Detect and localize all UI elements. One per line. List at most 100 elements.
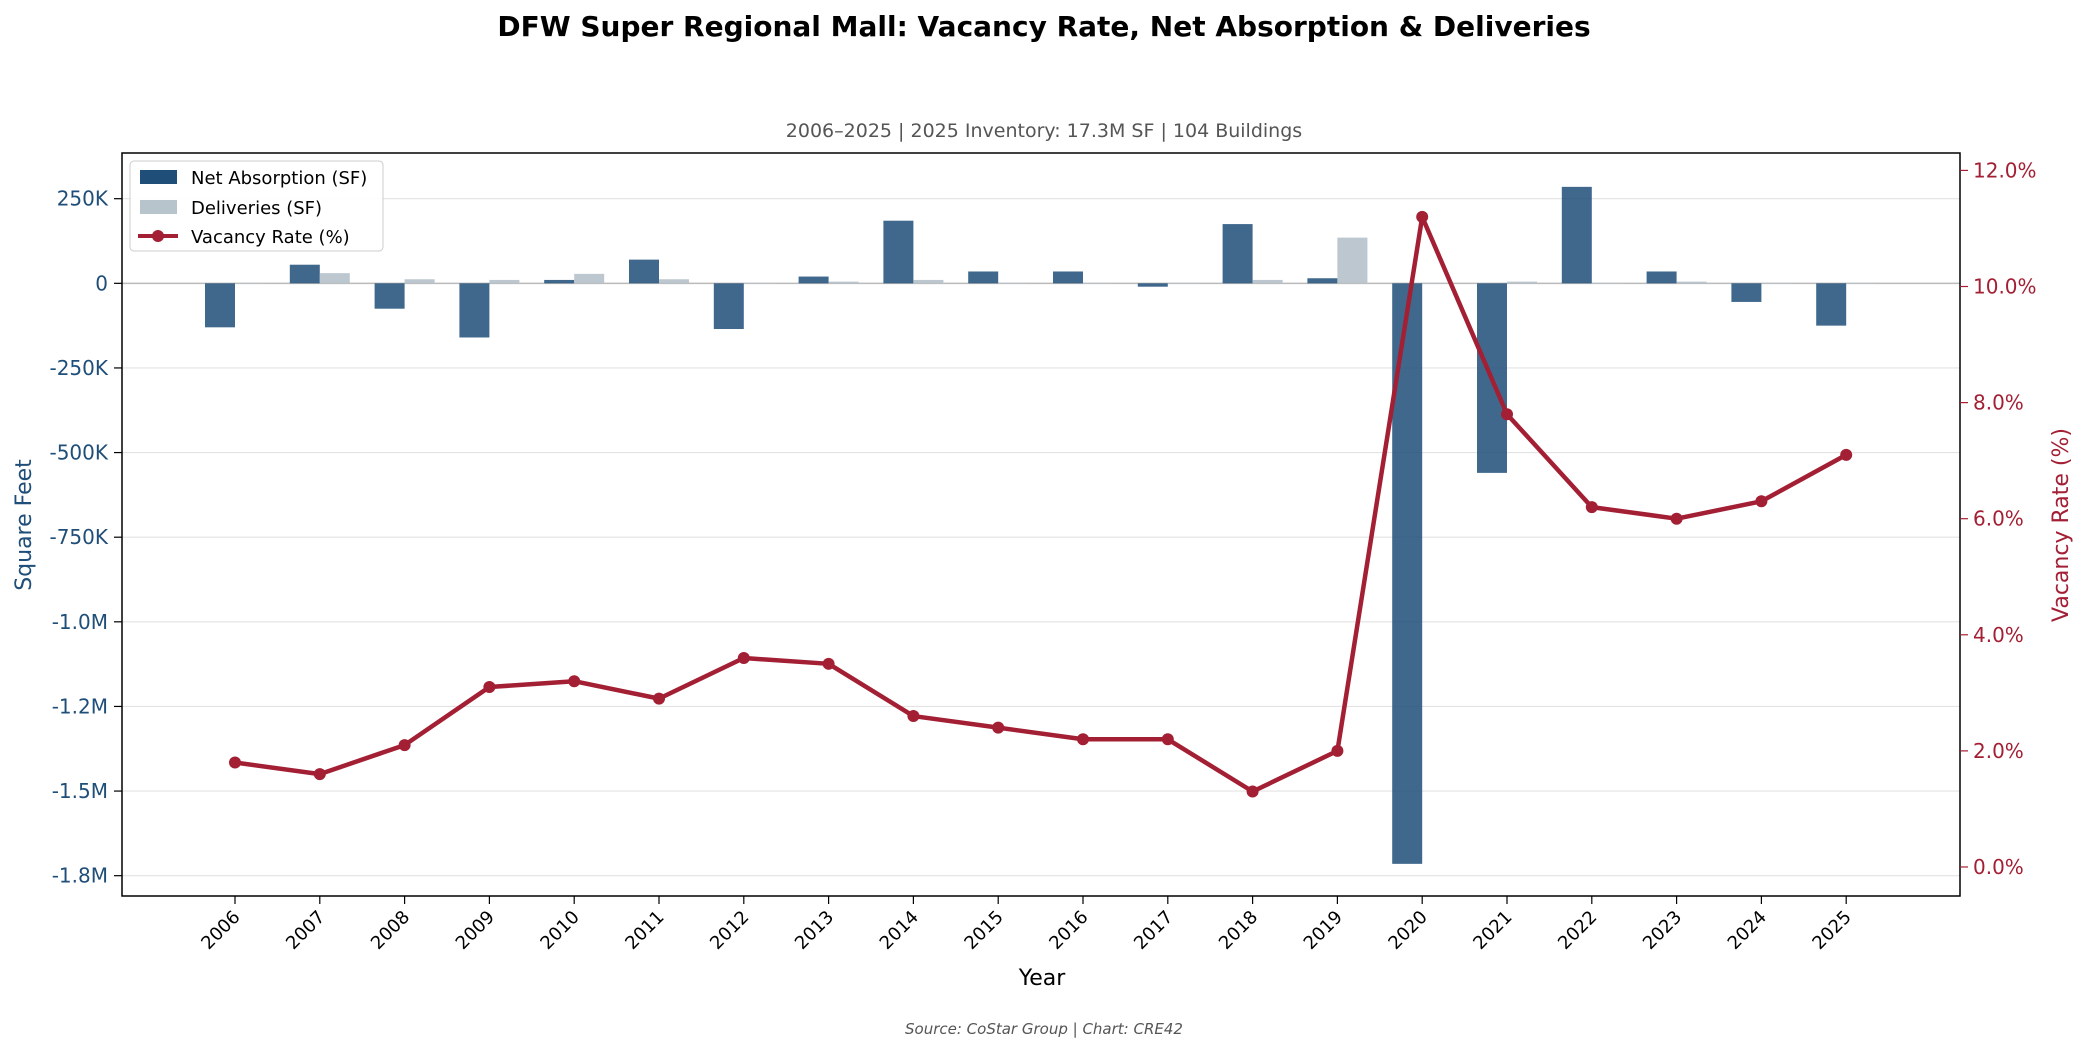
vacancy-rate-point — [1501, 408, 1513, 421]
deliveries-bar — [235, 283, 265, 284]
net-absorption-bar — [459, 283, 490, 338]
deliveries-bar — [1591, 283, 1622, 284]
x-tick-label: 2007 — [282, 907, 329, 954]
right-tick-label: 10.0% — [1973, 275, 2037, 299]
legend-swatch-vacancy-marker — [152, 230, 164, 242]
legend-label-deliveries: Deliveries (SF) — [191, 198, 322, 219]
x-tick-label: 2023 — [1639, 907, 1686, 954]
left-tick-label: -1.2M — [52, 694, 108, 718]
right-tick-label: 2.0% — [1973, 739, 2024, 763]
left-tick-label: -1.8M — [52, 864, 108, 888]
x-tick-label: 2022 — [1554, 907, 1601, 954]
left-tick-label: -1.5M — [52, 779, 108, 803]
x-tick-label: 2008 — [367, 907, 414, 954]
plot-frame — [121, 152, 1961, 897]
left-tick-label: -500K — [49, 441, 108, 465]
chart-subtitle: 2006–2025 | 2025 Inventory: 17.3M SF | 1… — [786, 120, 1302, 142]
net-absorption-bar — [289, 264, 320, 284]
x-tick-label: 2016 — [1045, 907, 1092, 954]
net-absorption-bar — [205, 283, 235, 328]
x-tick-label: 2017 — [1130, 907, 1177, 954]
net-absorption-bar — [374, 283, 405, 309]
deliveries-bar — [998, 283, 1029, 284]
deliveries-bar — [1676, 281, 1707, 284]
net-absorption-bar — [1222, 224, 1253, 284]
deliveries-bar — [1337, 237, 1368, 284]
deliveries-bar — [913, 279, 944, 284]
left-tick-label: -250K — [49, 356, 108, 380]
vacancy-rate-point — [992, 721, 1005, 734]
net-absorption-bar — [544, 279, 575, 284]
x-tick-label: 2013 — [791, 907, 838, 954]
net-absorption-bar — [1307, 278, 1338, 284]
vacancy-rate-point — [1585, 501, 1598, 514]
deliveries-bar — [319, 273, 350, 284]
net-absorption-bar — [968, 271, 999, 284]
vacancy-rate-point — [483, 681, 496, 694]
vacancy-rate-point — [229, 756, 241, 769]
x-tick-label: 2014 — [876, 907, 923, 954]
deliveries-bar — [1252, 279, 1283, 284]
net-absorption-bar — [1137, 283, 1168, 287]
deliveries-bar — [1167, 283, 1198, 284]
deliveries-bar — [574, 273, 605, 284]
chart-title: DFW Super Regional Mall: Vacancy Rate, N… — [497, 10, 1590, 43]
left-tick-label: -1.0M — [52, 610, 108, 634]
left-tick-label: -750K — [49, 525, 108, 549]
legend-label-vacancy-rate: Vacancy Rate (%) — [191, 227, 350, 248]
left-axis-label: Square Feet — [12, 459, 37, 591]
right-axis: 12.0% 10.0% 8.0% 6.0% 4.0% 2.0% 0.0% — [1960, 158, 2037, 879]
right-axis-label: Vacancy Rate (%) — [2049, 428, 2074, 622]
x-tick-label: 2011 — [621, 907, 668, 954]
x-tick-label: 2025 — [1808, 907, 1855, 954]
vacancy-rate-point — [1670, 512, 1683, 525]
deliveries-bar — [1422, 283, 1453, 284]
net-absorption-bar — [1561, 186, 1592, 284]
net-absorption-bar — [713, 283, 744, 330]
deliveries-bar — [659, 279, 689, 284]
x-tick-label: 2015 — [960, 907, 1007, 954]
deliveries-bar — [1846, 283, 1877, 284]
right-tick-label: 0.0% — [1973, 855, 2024, 879]
vacancy-line-series — [229, 210, 1853, 798]
bar-series — [205, 186, 1877, 864]
x-tick-label: 2009 — [452, 907, 499, 954]
x-tick-label: 2012 — [706, 907, 753, 954]
source-note: Source: CoStar Group | Chart: CRE42 — [905, 1020, 1183, 1038]
legend-box — [129, 160, 384, 252]
net-absorption-bar — [629, 259, 659, 284]
legend-swatch-deliveries — [140, 200, 177, 214]
deliveries-bar — [489, 279, 520, 284]
legend-label-net-absorption: Net Absorption (SF) — [191, 168, 367, 189]
deliveries-bar — [1083, 283, 1113, 284]
net-absorption-bar — [1053, 271, 1083, 284]
x-axis-label: Year — [1018, 966, 1067, 991]
deliveries-bar — [1507, 281, 1537, 284]
vacancy-rate-point — [1077, 733, 1089, 746]
vacancy-rate-point — [1416, 210, 1429, 223]
vacancy-rate-point — [1840, 448, 1853, 461]
x-tick-label: 2019 — [1300, 907, 1347, 954]
right-tick-label: 8.0% — [1973, 391, 2024, 415]
x-tick-label: 2020 — [1384, 907, 1431, 954]
left-tick-label: 0 — [95, 271, 108, 295]
net-absorption-bar — [1646, 271, 1677, 284]
deliveries-bar — [404, 279, 435, 284]
vacancy-rate-point — [1246, 785, 1259, 798]
x-tick-label: 2006 — [197, 907, 244, 954]
net-absorption-bar — [798, 276, 829, 284]
net-absorption-bar — [1816, 283, 1847, 326]
x-axis: 2006 2007 2008 2009 2010 2011 2012 2013 2014 2015… — [197, 896, 1856, 954]
left-tick-label: 250K — [57, 187, 109, 211]
net-absorption-bar — [1731, 283, 1762, 302]
vacancy-rate-point — [1331, 744, 1344, 757]
deliveries-bar — [1761, 283, 1792, 284]
vacancy-rate-point — [313, 768, 326, 781]
left-axis: 250K 0 -250K -500K -750K -1.0M -1.2M -1.5M -1.8M — [49, 187, 122, 888]
right-tick-label: 6.0% — [1973, 507, 2024, 531]
vacancy-rate-line — [234, 214, 1848, 794]
right-tick-label: 12.0% — [1973, 158, 2037, 182]
deliveries-bar — [743, 283, 774, 284]
vacancy-rate-point — [822, 657, 835, 670]
